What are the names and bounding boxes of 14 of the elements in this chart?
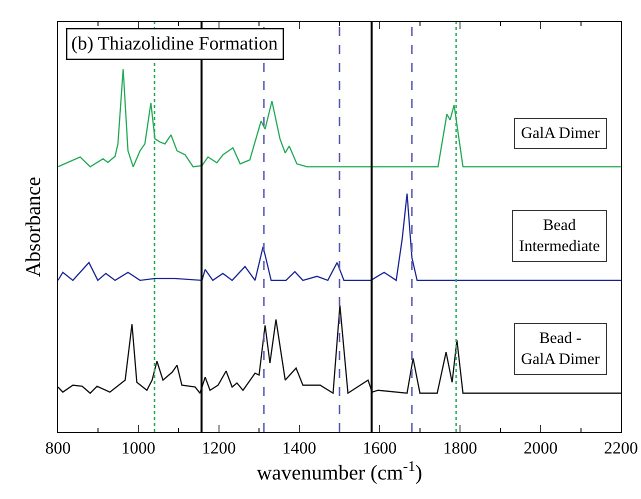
x-tick-label: 1600 bbox=[362, 438, 397, 458]
y-axis-title: Absorbance bbox=[21, 176, 45, 278]
chart-title: (b) Thiazolidine Formation bbox=[71, 33, 278, 54]
x-axis-title: wavenumber (cm$^{-1}$) bbox=[256, 458, 422, 485]
series-label: Bead Intermediate bbox=[519, 217, 600, 255]
x-tick-label: 2000 bbox=[524, 438, 558, 458]
series-label: GalA Dimer bbox=[521, 125, 600, 142]
x-tick-label: 1800 bbox=[443, 438, 478, 458]
x-tick-label: 1200 bbox=[202, 438, 236, 458]
x-tick-label: 800 bbox=[45, 438, 71, 458]
x-tick-label: 1000 bbox=[121, 438, 156, 458]
x-tick-label: 2200 bbox=[604, 438, 638, 458]
series-label: Bead - GalA Dimer bbox=[521, 330, 600, 368]
x-tick-label: 1400 bbox=[282, 438, 316, 458]
